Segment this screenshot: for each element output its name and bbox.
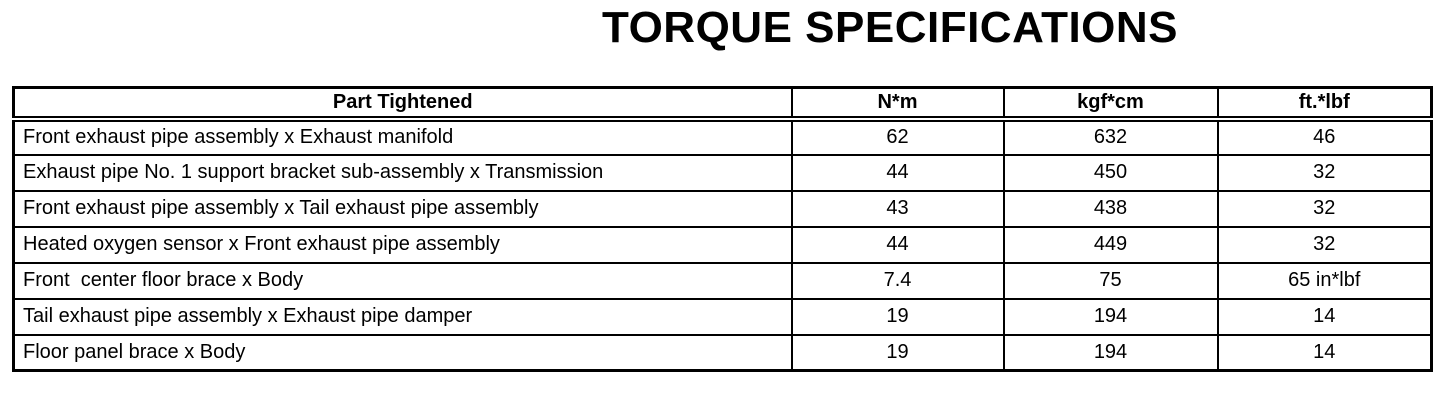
header-row: Part Tightened N*m kgf*cm ft.*lbf: [12, 86, 1433, 122]
kgfcm-cell: 438: [1002, 189, 1219, 228]
nm-cell: 43: [790, 189, 1005, 228]
ftlbf-cell: 32: [1216, 153, 1433, 192]
nm-cell: 44: [790, 153, 1005, 192]
kgfcm-cell: 194: [1002, 333, 1219, 372]
table-row: Floor panel brace x Body 19 194 14: [12, 333, 1433, 372]
ftlbf-cell: 46: [1216, 117, 1433, 156]
part-cell: Front exhaust pipe assembly x Exhaust ma…: [12, 117, 793, 156]
nm-cell: 62: [790, 117, 1005, 156]
kgfcm-cell: 450: [1002, 153, 1219, 192]
kgfcm-cell: 194: [1002, 297, 1219, 336]
torque-spec-table: Part Tightened N*m kgf*cm ft.*lbf Front …: [12, 86, 1433, 372]
table-row: Front exhaust pipe assembly x Tail exhau…: [12, 189, 1433, 228]
nm-cell: 19: [790, 333, 1005, 372]
page-title: TORQUE SPECIFICATIONS: [602, 3, 1179, 52]
part-cell: Front exhaust pipe assembly x Tail exhau…: [12, 189, 793, 228]
ftlbf-cell: 65 in*lbf: [1216, 261, 1433, 300]
ftlbf-cell: 14: [1216, 297, 1433, 336]
table-row: Front exhaust pipe assembly x Exhaust ma…: [12, 117, 1433, 156]
kgfcm-cell: 75: [1002, 261, 1219, 300]
ftlbf-cell: 14: [1216, 333, 1433, 372]
part-cell: Tail exhaust pipe assembly x Exhaust pip…: [12, 297, 793, 336]
col-header-nm: N*m: [790, 86, 1005, 122]
part-cell: Floor panel brace x Body: [12, 333, 793, 372]
table-row: Exhaust pipe No. 1 support bracket sub-a…: [12, 153, 1433, 192]
part-cell: Exhaust pipe No. 1 support bracket sub-a…: [12, 153, 793, 192]
table-row: Tail exhaust pipe assembly x Exhaust pip…: [12, 297, 1433, 336]
table-row: Front center floor brace x Body 7.4 75 6…: [12, 261, 1433, 300]
kgfcm-cell: 449: [1002, 225, 1219, 264]
col-header-part-tightened: Part Tightened: [12, 86, 793, 122]
nm-cell: 7.4: [790, 261, 1005, 300]
table-row: Heated oxygen sensor x Front exhaust pip…: [12, 225, 1433, 264]
col-header-ftlbf: ft.*lbf: [1216, 86, 1433, 122]
part-cell: Heated oxygen sensor x Front exhaust pip…: [12, 225, 793, 264]
col-header-kgfcm: kgf*cm: [1002, 86, 1219, 122]
kgfcm-cell: 632: [1002, 117, 1219, 156]
ftlbf-cell: 32: [1216, 189, 1433, 228]
nm-cell: 19: [790, 297, 1005, 336]
part-cell: Front center floor brace x Body: [12, 261, 793, 300]
nm-cell: 44: [790, 225, 1005, 264]
ftlbf-cell: 32: [1216, 225, 1433, 264]
